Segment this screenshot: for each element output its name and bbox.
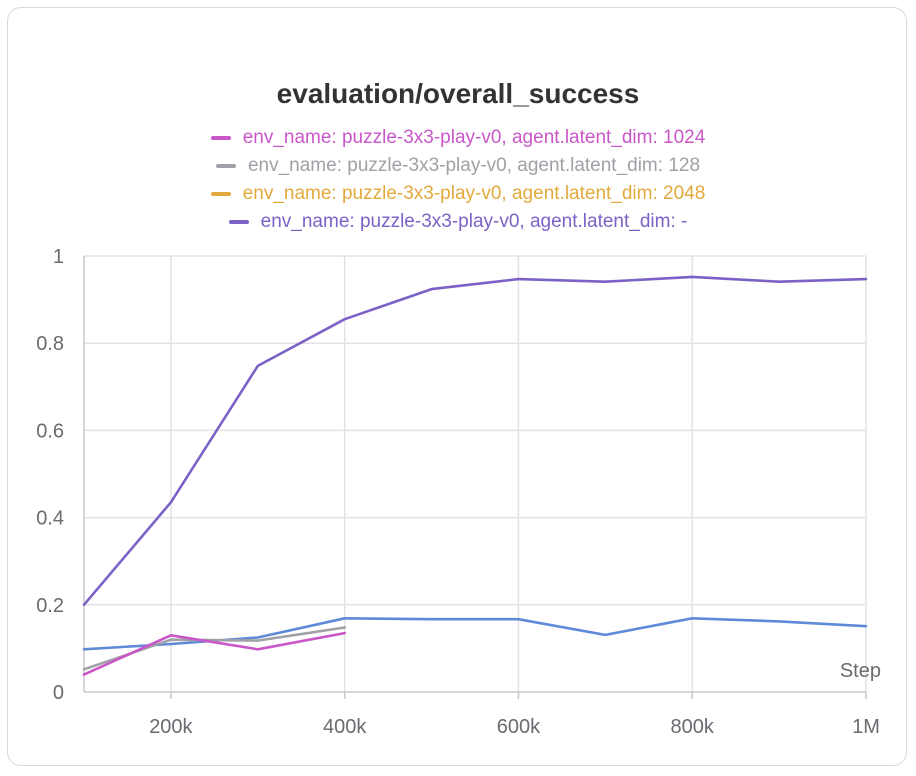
y-tick-label: 0 [53,682,64,704]
legend-swatch-2048 [210,192,231,196]
y-tick-label: 0.2 [36,595,64,617]
x-tick-label: 1M [852,716,880,738]
y-tick-label: 0.8 [36,333,64,355]
legend-item-2048[interactable]: env_name: puzzle-3x3-play-v0, agent.late… [0,180,916,208]
y-tick-label: 1 [53,246,64,268]
x-tick-label: 200k [149,716,193,738]
tick-labels: 0 0.2 0.4 0.6 0.8 1 200k 400k 600k 800k 1M Step [36,246,881,738]
grid-lines [84,255,867,692]
series-line-gray[interactable] [82,626,347,671]
axes [83,256,867,699]
legend-item-dash[interactable]: env_name: puzzle-3x3-play-v0, agent.late… [0,208,916,236]
y-tick-label: 0.4 [36,508,64,530]
legend-swatch-128 [215,164,236,168]
x-tick-label: 400k [323,716,367,738]
x-tick-label: 800k [671,716,715,738]
series-line-pink[interactable] [82,631,347,676]
legend-label-128: env_name: puzzle-3x3-play-v0, agent.late… [247,155,701,176]
series-line-purple[interactable] [82,275,868,607]
legend-item-128[interactable]: env_name: puzzle-3x3-play-v0, agent.late… [0,152,916,180]
legend: env_name: puzzle-3x3-play-v0, agent.late… [0,124,916,236]
chart-card [7,7,907,766]
x-tick-label: 600k [497,716,541,738]
series-line-blue[interactable] [82,616,868,651]
legend-swatch-1024 [210,136,231,140]
series-lines [82,275,868,676]
legend-item-1024[interactable]: env_name: puzzle-3x3-play-v0, agent.late… [0,124,916,152]
legend-label-2048: env_name: puzzle-3x3-play-v0, agent.late… [242,183,706,204]
legend-swatch-dash [228,220,249,224]
chart-title: evaluation/overall_success [276,78,640,109]
x-axis-label: Step [840,660,881,682]
legend-label-1024: env_name: puzzle-3x3-play-v0, agent.late… [242,127,706,148]
legend-label-dash: env_name: puzzle-3x3-play-v0, agent.late… [260,211,688,232]
y-tick-label: 0.6 [36,420,64,442]
